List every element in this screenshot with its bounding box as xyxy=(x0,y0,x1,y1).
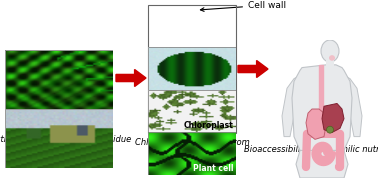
Ellipse shape xyxy=(329,55,335,61)
Text: Cell wall: Cell wall xyxy=(200,1,286,11)
Polygon shape xyxy=(326,59,334,68)
Polygon shape xyxy=(319,65,323,112)
Polygon shape xyxy=(296,150,348,178)
Ellipse shape xyxy=(321,40,339,62)
Polygon shape xyxy=(342,75,362,137)
Polygon shape xyxy=(116,69,146,87)
Text: plant cell wall: plant cell wall xyxy=(163,145,221,154)
Polygon shape xyxy=(292,65,352,155)
Text: (haulm): (haulm) xyxy=(43,142,75,151)
Polygon shape xyxy=(238,60,268,78)
Polygon shape xyxy=(282,75,302,137)
Text: Postharvest, pea vine field residue: Postharvest, pea vine field residue xyxy=(0,135,132,144)
Polygon shape xyxy=(322,103,344,132)
Bar xyxy=(148,5,236,133)
Text: Chloroplast: Chloroplast xyxy=(184,121,233,130)
Text: Bioaccessibility of lipophilic nutrients: Bioaccessibility of lipophilic nutrients xyxy=(244,145,378,154)
Polygon shape xyxy=(306,109,326,139)
Text: Chloroplasts liberated from: Chloroplasts liberated from xyxy=(135,138,249,147)
Text: Plant cell: Plant cell xyxy=(193,164,233,173)
Ellipse shape xyxy=(327,126,333,133)
